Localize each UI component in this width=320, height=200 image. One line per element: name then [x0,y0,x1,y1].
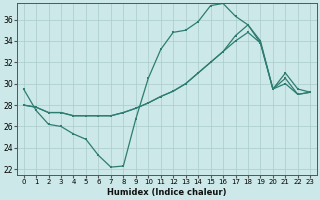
X-axis label: Humidex (Indice chaleur): Humidex (Indice chaleur) [107,188,227,197]
